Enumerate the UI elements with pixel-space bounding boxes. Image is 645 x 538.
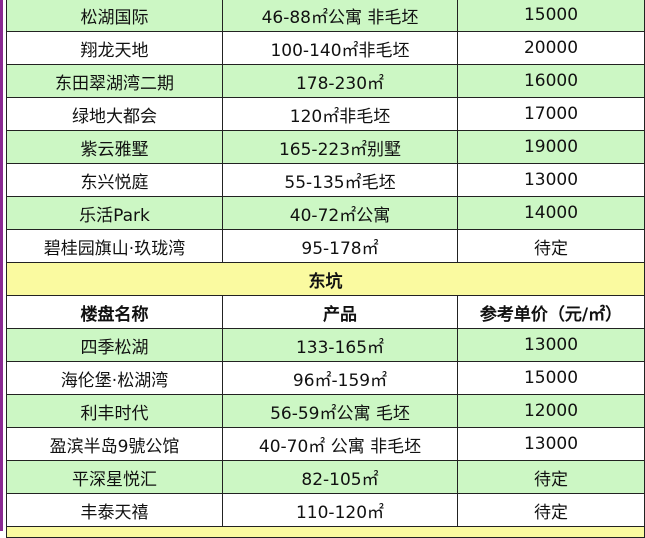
product-cell: 120㎡非毛坯 (222, 97, 458, 131)
project-name-cell: 海伦堡·松湖湾 (6, 361, 223, 395)
project-name-cell: 平深星悦汇 (6, 460, 223, 494)
section-title: 东坑 (6, 262, 645, 296)
price-cell: 19000 (457, 130, 645, 164)
product-cell: 95-178㎡ (222, 229, 458, 263)
table-body: 松湖国际 46-88㎡公寓 非毛坯 15000 翔龙天地 100-140㎡非毛坯 2000… (6, 0, 645, 538)
table-row: 紫云雅墅 165-223㎡别墅 19000 (6, 130, 645, 164)
table-row: 乐活Park 40-72㎡公寓 14000 (6, 196, 645, 230)
price-cell: 13000 (457, 427, 645, 461)
table-row: 绿地大都会 120㎡非毛坯 17000 (6, 97, 645, 131)
project-name-cell: 乐活Park (6, 196, 223, 230)
project-name-cell: 松湖国际 (6, 0, 223, 32)
price-table: 松湖国际 46-88㎡公寓 非毛坯 15000 翔龙天地 100-140㎡非毛坯 2000… (6, 0, 645, 538)
price-cell: 15000 (457, 361, 645, 395)
product-cell: 133-165㎡ (222, 328, 458, 362)
project-name-cell: 东兴悦庭 (6, 163, 223, 197)
next-section-cell (6, 526, 645, 538)
project-name-cell: 利丰时代 (6, 394, 223, 428)
product-cell: 40-72㎡公寓 (222, 196, 458, 230)
product-cell: 55-135㎡毛坯 (222, 163, 458, 197)
price-cell: 13000 (457, 328, 645, 362)
section-header-row: 东坑 (6, 262, 645, 296)
table-row: 碧桂园旗山·玖珑湾 95-178㎡ 待定 (6, 229, 645, 263)
product-cell: 82-105㎡ (222, 460, 458, 494)
price-cell: 15000 (457, 0, 645, 32)
table-row: 丰泰天禧 110-120㎡ 待定 (6, 493, 645, 527)
table-row: 东兴悦庭 55-135㎡毛坯 13000 (6, 163, 645, 197)
price-cell: 12000 (457, 394, 645, 428)
header-price: 参考单价（元/㎡） (457, 295, 645, 329)
project-name-cell: 东田翠湖湾二期 (6, 64, 223, 98)
product-cell: 56-59㎡公寓 毛坯 (222, 394, 458, 428)
price-cell: 待定 (457, 460, 645, 494)
column-header-row: 楼盘名称 产品 参考单价（元/㎡） (6, 295, 645, 329)
left-border (0, 0, 3, 531)
project-name-cell: 翔龙天地 (6, 31, 223, 65)
product-cell: 96㎡-159㎡ (222, 361, 458, 395)
table-row: 平深星悦汇 82-105㎡ 待定 (6, 460, 645, 494)
project-name-cell: 四季松湖 (6, 328, 223, 362)
product-cell: 46-88㎡公寓 非毛坯 (222, 0, 458, 32)
header-name: 楼盘名称 (6, 295, 223, 329)
price-cell: 20000 (457, 31, 645, 65)
product-cell: 40-70㎡ 公寓 非毛坯 (222, 427, 458, 461)
table-row: 松湖国际 46-88㎡公寓 非毛坯 15000 (6, 0, 645, 32)
project-name-cell: 绿地大都会 (6, 97, 223, 131)
project-name-cell: 盈滨半岛9號公馆 (6, 427, 223, 461)
table-row: 翔龙天地 100-140㎡非毛坯 20000 (6, 31, 645, 65)
price-cell: 13000 (457, 163, 645, 197)
product-cell: 100-140㎡非毛坯 (222, 31, 458, 65)
price-cell: 17000 (457, 97, 645, 131)
project-name-cell: 丰泰天禧 (6, 493, 223, 527)
price-cell: 待定 (457, 493, 645, 527)
table-row: 利丰时代 56-59㎡公寓 毛坯 12000 (6, 394, 645, 428)
product-cell: 165-223㎡别墅 (222, 130, 458, 164)
product-cell: 178-230㎡ (222, 64, 458, 98)
price-cell: 14000 (457, 196, 645, 230)
header-product: 产品 (222, 295, 458, 329)
table-row: 盈滨半岛9號公馆 40-70㎡ 公寓 非毛坯 13000 (6, 427, 645, 461)
price-cell: 待定 (457, 229, 645, 263)
price-cell: 16000 (457, 64, 645, 98)
table-row: 海伦堡·松湖湾 96㎡-159㎡ 15000 (6, 361, 645, 395)
project-name-cell: 碧桂园旗山·玖珑湾 (6, 229, 223, 263)
next-section-row (6, 526, 645, 538)
table-row: 四季松湖 133-165㎡ 13000 (6, 328, 645, 362)
product-cell: 110-120㎡ (222, 493, 458, 527)
project-name-cell: 紫云雅墅 (6, 130, 223, 164)
table-row: 东田翠湖湾二期 178-230㎡ 16000 (6, 64, 645, 98)
